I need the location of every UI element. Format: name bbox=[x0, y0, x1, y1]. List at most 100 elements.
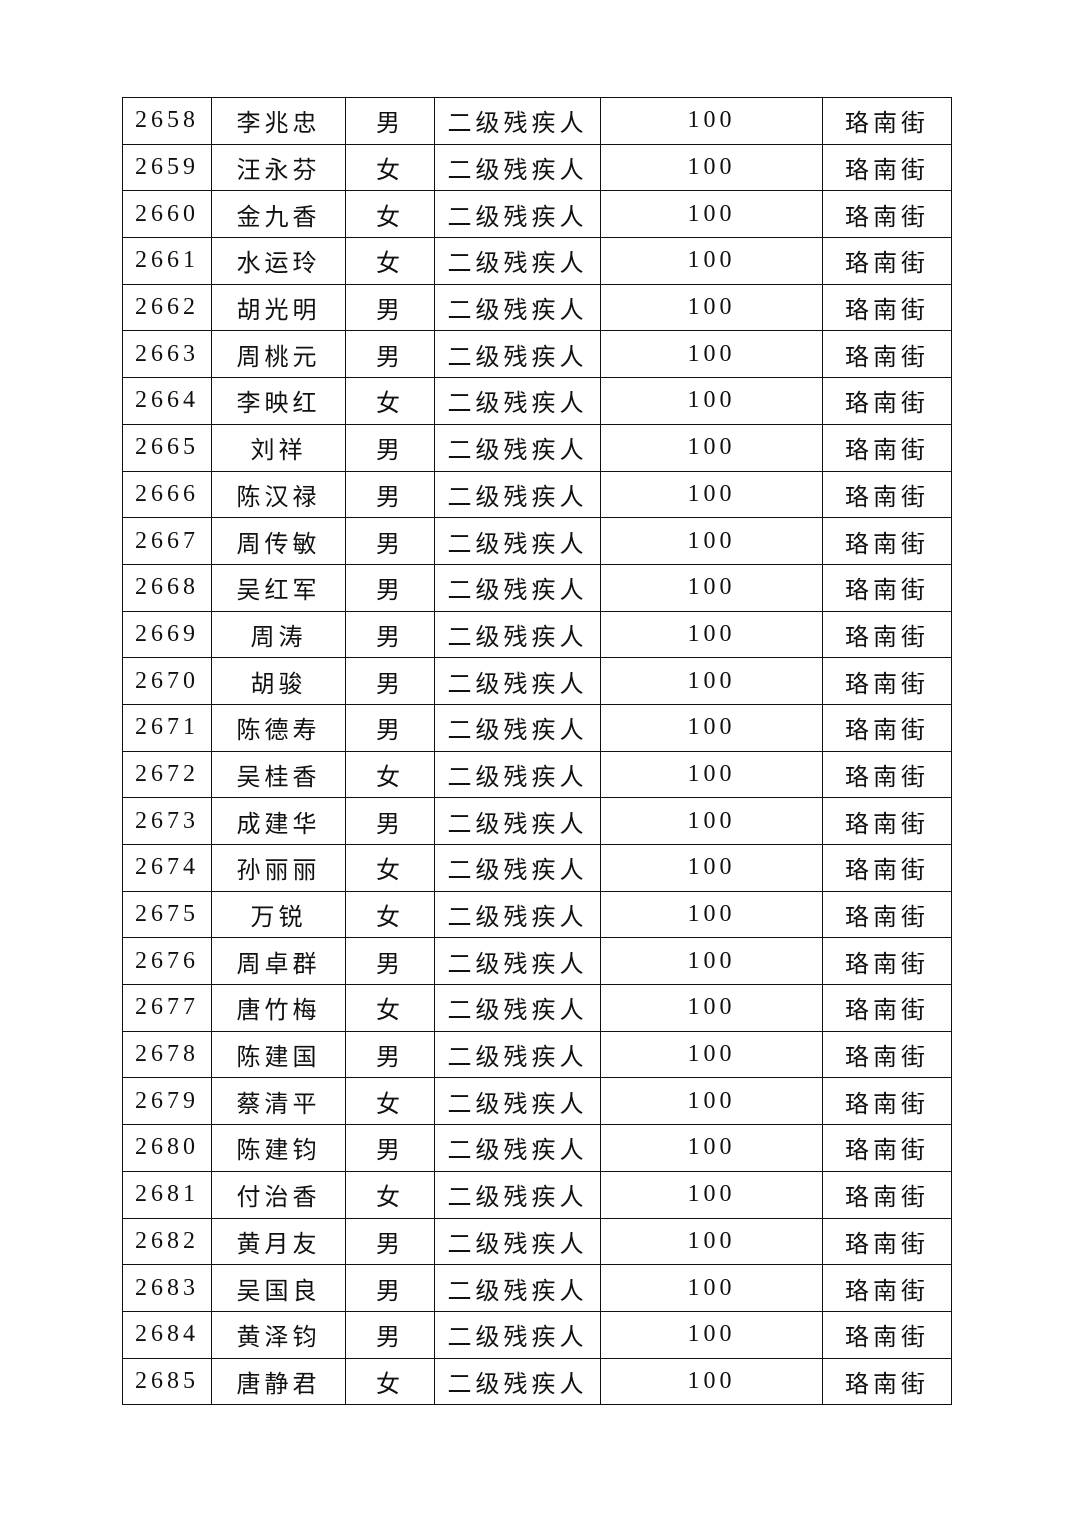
amount-cell: 100 bbox=[600, 1077, 823, 1126]
disability-level-cell: 二级残疾人 bbox=[434, 610, 601, 659]
gender-cell: 男 bbox=[345, 1030, 435, 1079]
amount-cell: 100 bbox=[600, 190, 823, 239]
disability-level-cell: 二级残疾人 bbox=[434, 190, 601, 239]
gender-cell: 女 bbox=[345, 190, 435, 239]
amount-cell: 100 bbox=[600, 377, 823, 425]
street-cell: 珞南街 bbox=[822, 143, 952, 192]
table-row: 2665 刘祥男二级残疾人 100 珞南街 bbox=[122, 423, 952, 472]
row-number-cell: 2670 bbox=[122, 657, 212, 705]
amount-cell: 100 bbox=[600, 97, 823, 145]
disability-level-cell: 二级残疾人 bbox=[434, 1077, 601, 1126]
name-cell: 周涛 bbox=[211, 610, 346, 659]
street-cell: 珞南街 bbox=[822, 1077, 952, 1126]
disability-level-cell: 二级残疾人 bbox=[434, 1170, 601, 1219]
table-row: 2668 吴红军男二级残疾人 100 珞南街 bbox=[122, 563, 952, 612]
gender-cell: 女 bbox=[345, 143, 435, 192]
street-cell: 珞南街 bbox=[822, 844, 952, 892]
amount-cell: 100 bbox=[600, 657, 823, 705]
disability-level-cell: 二级残疾人 bbox=[434, 283, 601, 332]
table-row: 2659 汪永芬女二级残疾人 100 珞南街 bbox=[122, 143, 952, 192]
table-row: 2676 周卓群男二级残疾人 100 珞南街 bbox=[122, 937, 952, 986]
gender-cell: 男 bbox=[345, 1217, 435, 1266]
gender-cell: 男 bbox=[345, 97, 435, 145]
street-cell: 珞南街 bbox=[822, 1217, 952, 1266]
row-number-cell: 2683 bbox=[122, 1264, 212, 1312]
gender-cell: 男 bbox=[345, 517, 435, 565]
table-row: 2660 金九香女二级残疾人 100 珞南街 bbox=[122, 190, 952, 239]
row-number-cell: 2678 bbox=[122, 1030, 212, 1079]
table-row: 2672 吴桂香女二级残疾人 100 珞南街 bbox=[122, 750, 952, 799]
disability-level-cell: 二级残疾人 bbox=[434, 703, 601, 752]
disability-level-cell: 二级残疾人 bbox=[434, 517, 601, 565]
amount-cell: 100 bbox=[600, 423, 823, 472]
street-cell: 珞南街 bbox=[822, 563, 952, 612]
street-cell: 珞南街 bbox=[822, 1030, 952, 1079]
amount-cell: 100 bbox=[600, 283, 823, 332]
row-number-cell: 2664 bbox=[122, 377, 212, 425]
street-cell: 珞南街 bbox=[822, 1124, 952, 1172]
disability-level-cell: 二级残疾人 bbox=[434, 984, 601, 1032]
amount-cell: 100 bbox=[600, 984, 823, 1032]
name-cell: 水运玲 bbox=[211, 237, 346, 285]
name-cell: 唐竹梅 bbox=[211, 984, 346, 1032]
row-number-cell: 2682 bbox=[122, 1217, 212, 1266]
gender-cell: 男 bbox=[345, 937, 435, 986]
gender-cell: 女 bbox=[345, 844, 435, 892]
disability-level-cell: 二级残疾人 bbox=[434, 377, 601, 425]
gender-cell: 男 bbox=[345, 610, 435, 659]
name-cell: 胡骏 bbox=[211, 657, 346, 705]
street-cell: 珞南街 bbox=[822, 237, 952, 285]
disability-level-cell: 二级残疾人 bbox=[434, 470, 601, 519]
row-number-cell: 2658 bbox=[122, 97, 212, 145]
table-row: 2679 蔡清平女二级残疾人 100 珞南街 bbox=[122, 1077, 952, 1126]
name-cell: 黄月友 bbox=[211, 1217, 346, 1266]
amount-cell: 100 bbox=[600, 1264, 823, 1312]
row-number-cell: 2685 bbox=[122, 1357, 212, 1406]
row-number-cell: 2675 bbox=[122, 890, 212, 939]
amount-cell: 100 bbox=[600, 1030, 823, 1079]
street-cell: 珞南街 bbox=[822, 657, 952, 705]
name-cell: 周传敏 bbox=[211, 517, 346, 565]
row-number-cell: 2663 bbox=[122, 330, 212, 379]
table-body: 2658 李兆忠男二级残疾人 100 珞南街 2659 汪永芬女二级残疾人 100 珞南街 26… bbox=[122, 97, 952, 1406]
row-number-cell: 2671 bbox=[122, 703, 212, 752]
amount-cell: 100 bbox=[600, 330, 823, 379]
name-cell: 唐静君 bbox=[211, 1357, 346, 1406]
disability-level-cell: 二级残疾人 bbox=[434, 1124, 601, 1172]
table-row: 2682 黄月友男二级残疾人 100 珞南街 bbox=[122, 1217, 952, 1266]
street-cell: 珞南街 bbox=[822, 470, 952, 519]
table-row: 2681 付治香女二级残疾人 100 珞南街 bbox=[122, 1170, 952, 1219]
name-cell: 陈德寿 bbox=[211, 703, 346, 752]
street-cell: 珞南街 bbox=[822, 797, 952, 845]
gender-cell: 男 bbox=[345, 470, 435, 519]
disability-level-cell: 二级残疾人 bbox=[434, 563, 601, 612]
amount-cell: 100 bbox=[600, 844, 823, 892]
table-row: 2666 陈汉禄男二级残疾人 100 珞南街 bbox=[122, 470, 952, 519]
street-cell: 珞南街 bbox=[822, 1170, 952, 1219]
gender-cell: 女 bbox=[345, 984, 435, 1032]
disability-level-cell: 二级残疾人 bbox=[434, 1217, 601, 1266]
row-number-cell: 2668 bbox=[122, 563, 212, 612]
gender-cell: 男 bbox=[345, 330, 435, 379]
gender-cell: 男 bbox=[345, 563, 435, 612]
name-cell: 金九香 bbox=[211, 190, 346, 239]
row-number-cell: 2660 bbox=[122, 190, 212, 239]
gender-cell: 男 bbox=[345, 1264, 435, 1312]
street-cell: 珞南街 bbox=[822, 97, 952, 145]
disability-level-cell: 二级残疾人 bbox=[434, 750, 601, 799]
gender-cell: 男 bbox=[345, 423, 435, 472]
gender-cell: 男 bbox=[345, 797, 435, 845]
gender-cell: 男 bbox=[345, 1124, 435, 1172]
amount-cell: 100 bbox=[600, 1124, 823, 1172]
table-row: 2671 陈德寿男二级残疾人 100 珞南街 bbox=[122, 703, 952, 752]
street-cell: 珞南街 bbox=[822, 937, 952, 986]
table-row: 2680 陈建钧男二级残疾人 100 珞南街 bbox=[122, 1124, 952, 1172]
gender-cell: 男 bbox=[345, 283, 435, 332]
recipient-table: 2658 李兆忠男二级残疾人 100 珞南街 2659 汪永芬女二级残疾人 100 珞南街 26… bbox=[122, 97, 952, 1406]
gender-cell: 女 bbox=[345, 237, 435, 285]
disability-level-cell: 二级残疾人 bbox=[434, 330, 601, 379]
amount-cell: 100 bbox=[600, 797, 823, 845]
amount-cell: 100 bbox=[600, 937, 823, 986]
street-cell: 珞南街 bbox=[822, 1310, 952, 1359]
table-row: 2670 胡骏男二级残疾人 100 珞南街 bbox=[122, 657, 952, 705]
